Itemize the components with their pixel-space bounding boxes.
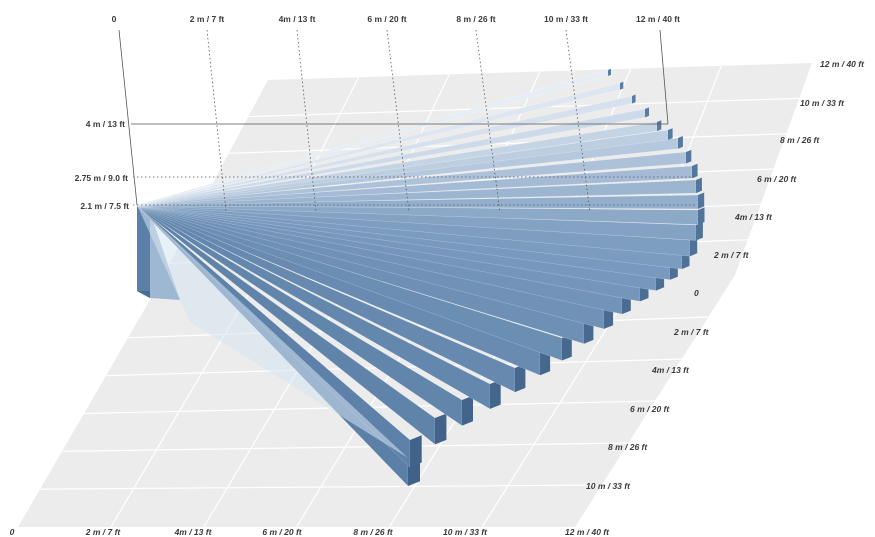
bottom-tick-label: 12 m / 40 ft — [565, 527, 610, 537]
beam-end-face — [632, 94, 636, 104]
sensor-box-side — [137, 205, 150, 298]
bottom-tick-label: 6 m / 20 ft — [262, 527, 302, 537]
height-tick-label: 2.75 m / 9.0 ft — [75, 173, 129, 183]
right-tick-label: 6 m / 20 ft — [630, 404, 670, 414]
beam-end-face — [698, 207, 705, 225]
top-tick-label: 12 m / 40 ft — [636, 14, 680, 24]
right-tick-label: 2 m / 7 ft — [673, 327, 710, 337]
right-axis: 12 m / 40 ft 10 m / 33 ft 8 m / 26 ft 6 … — [586, 59, 865, 491]
top-axis: 0 2 m / 7 ft 4m / 13 ft 6 m / 20 ft 8 m … — [112, 14, 681, 24]
right-tick-label: 8 m / 26 ft — [608, 442, 648, 452]
beam-end-face — [696, 222, 703, 241]
top-tick-label: 0 — [112, 14, 117, 24]
distance-guide — [206, 29, 227, 213]
right-tick-label: 8 m / 26 ft — [780, 135, 820, 145]
beam-end-face — [678, 136, 683, 149]
beam-end-face — [608, 68, 611, 76]
beam-end-face — [620, 81, 624, 90]
right-tick-label: 2 m / 7 ft — [713, 250, 750, 260]
top-tick-label: 6 m / 20 ft — [367, 14, 406, 24]
height-tick-label: 4 m / 13 ft — [86, 119, 125, 129]
height-tick-label: 2.1 m / 7.5 ft — [80, 201, 129, 211]
right-tick-label: 0 — [694, 288, 699, 298]
right-tick-label: 6 m / 20 ft — [757, 174, 797, 184]
right-tick-label: 10 m / 33 ft — [586, 481, 631, 491]
bottom-tick-label: 0 — [10, 527, 15, 537]
beam-end-face — [657, 120, 662, 132]
beam-end-face — [410, 435, 422, 468]
distance-guide — [296, 29, 317, 213]
beam-end-face — [515, 363, 526, 393]
beam-end-face — [668, 128, 673, 140]
bottom-axis: 0 2 m / 7 ft 4m / 13 ft 6 m / 20 ft 8 m … — [10, 527, 611, 537]
beam-end-face — [645, 107, 649, 118]
coverage-shadow — [137, 205, 408, 458]
top-tick-label: 4m / 13 ft — [279, 14, 316, 24]
grid-line — [39, 484, 602, 490]
beam-end-face — [692, 163, 698, 179]
beam-end-face — [562, 334, 572, 361]
height-axis: 4 m / 13 ft 2.75 m / 9.0 ft 2.1 m / 7.5 … — [75, 119, 130, 211]
top-tick-label: 10 m / 33 ft — [544, 14, 588, 24]
height-guides — [118, 29, 696, 213]
bottom-tick-label: 10 m / 33 ft — [443, 527, 488, 537]
distance-guide — [475, 29, 501, 213]
top-tick-label: 2 m / 7 ft — [190, 14, 225, 24]
distance-guide — [386, 29, 410, 213]
bottom-tick-label: 8 m / 26 ft — [353, 527, 393, 537]
right-tick-label: 12 m / 40 ft — [820, 59, 865, 69]
bottom-tick-label: 4m / 13 ft — [174, 527, 213, 537]
top-tick-label: 8 m / 26 ft — [456, 14, 495, 24]
right-tick-label: 4m / 13 ft — [651, 365, 690, 375]
beam-end-face — [696, 177, 702, 194]
beam-end-face — [462, 395, 473, 426]
bottom-tick-label: 2 m / 7 ft — [85, 527, 122, 537]
beam-end-face — [686, 149, 692, 164]
far-axis-line — [659, 29, 669, 125]
right-tick-label: 10 m / 33 ft — [800, 98, 845, 108]
beam-end-face — [698, 192, 705, 209]
beam-end-face — [490, 379, 501, 409]
distance-guide — [565, 29, 591, 213]
beam-end-face — [435, 413, 447, 445]
beam-end-face — [690, 237, 698, 257]
right-tick-label: 4m / 13 ft — [734, 212, 773, 222]
coverage-beams — [136, 68, 705, 487]
height-axis-line — [118, 29, 138, 206]
